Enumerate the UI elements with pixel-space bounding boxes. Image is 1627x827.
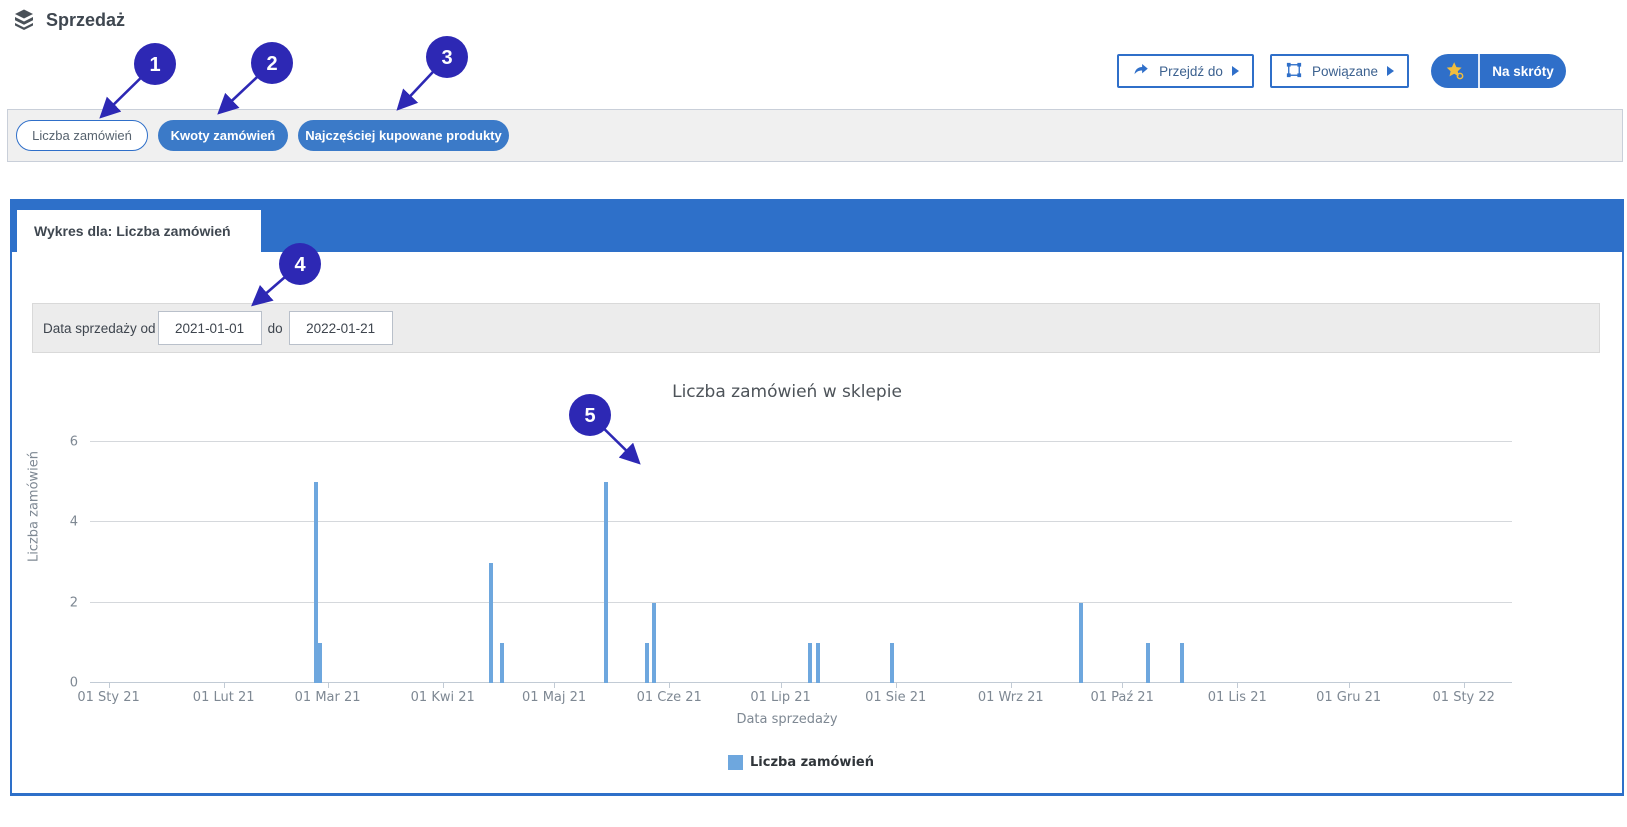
shortcuts-button[interactable]: Na skróty <box>1431 54 1566 88</box>
chart-bar <box>808 642 813 683</box>
chart-bar <box>652 602 657 683</box>
chart-bar <box>1146 642 1151 683</box>
callout-2: 2 <box>217 42 293 115</box>
star-icon <box>1431 61 1478 81</box>
chart-plot-area: 01 Sty 21 01 Lut 21 01 Mar 21 01 Kwi 21 01 M… <box>77 441 1512 705</box>
tab-najczesciej-kupowane[interactable]: Najczęściej kupowane produkty <box>298 120 509 151</box>
x-axis-line <box>90 682 1512 683</box>
svg-text:3: 3 <box>441 47 452 69</box>
chart-bar <box>889 642 894 683</box>
chart-bar <box>488 562 493 683</box>
package-icon <box>12 8 36 32</box>
x-tick-label: 01 Sty 21 <box>77 690 140 705</box>
callout-3: 3 <box>396 36 468 111</box>
related-button[interactable]: Powiązane <box>1270 54 1409 88</box>
x-tick-label: 01 Sie 21 <box>865 690 927 705</box>
x-tick-label: 01 Lis 21 <box>1207 690 1267 705</box>
button-divider <box>1478 54 1480 88</box>
chart-bar <box>500 642 505 683</box>
date-filter-label: Data sprzedaży od <box>43 320 156 336</box>
chart-bar <box>1079 602 1084 683</box>
date-to-input[interactable] <box>288 311 393 345</box>
chart-bar <box>604 482 609 683</box>
jump-arrow-icon <box>1132 61 1150 82</box>
x-tick-label: 01 Sty 22 <box>1432 690 1495 705</box>
callout-1: 1 <box>99 43 176 119</box>
orders-chart: Liczba zamówień w sklepie Liczba zamówie… <box>12 199 1622 793</box>
date-filter-bar: Data sprzedaży od do <box>32 303 1600 353</box>
chart-bar <box>318 642 323 683</box>
svg-text:1: 1 <box>149 54 160 76</box>
date-from-input[interactable] <box>157 311 262 345</box>
chart-panel: Wykres dla: Liczba zamówień Data sprzeda… <box>10 199 1624 796</box>
x-tick-label: 01 Lut 21 <box>192 690 255 705</box>
x-tick-label: 01 Kwi 21 <box>410 690 475 705</box>
chart-bar <box>644 642 649 683</box>
x-tick-label: 01 Maj 21 <box>522 690 587 705</box>
y-axis-label: Liczba zamówień <box>26 450 42 563</box>
x-tick-label: 01 Gru 21 <box>1316 690 1382 705</box>
x-tick-label: 01 Wrz 21 <box>977 690 1044 705</box>
x-axis-label: Data sprzedaży <box>736 712 838 727</box>
date-to-label: do <box>267 320 283 336</box>
legend-label: Liczba zamówień <box>750 755 874 770</box>
chart-legend: Liczba zamówień <box>90 755 1512 770</box>
page-header: Sprzedaż <box>12 8 125 32</box>
x-tick-label: 01 Cze 21 <box>636 690 702 705</box>
report-type-toolbar: Liczba zamówień Kwoty zamówień Najczęści… <box>7 109 1623 162</box>
chart-bar <box>1179 642 1184 683</box>
tab-liczba-zamowien[interactable]: Liczba zamówień <box>16 120 148 151</box>
panel-tab-wykres[interactable]: Wykres dla: Liczba zamówień <box>17 210 261 252</box>
shortcuts-label: Na skróty <box>1492 63 1554 79</box>
go-to-button[interactable]: Przejdź do <box>1117 54 1254 88</box>
x-tick-label: 01 Paź 21 <box>1090 690 1154 705</box>
page-title: Sprzedaż <box>46 9 126 30</box>
chart-bar <box>314 482 319 683</box>
legend-swatch <box>728 755 743 770</box>
transform-selection-icon <box>1285 61 1303 82</box>
tab-kwoty-zamowien[interactable]: Kwoty zamówień <box>158 120 288 151</box>
go-to-label: Przejdź do <box>1159 63 1223 79</box>
chart-bar <box>815 642 820 683</box>
chevron-right-icon <box>1231 66 1239 76</box>
x-tick-label: 01 Lip 21 <box>750 690 811 705</box>
chevron-right-icon <box>1387 66 1395 76</box>
svg-text:2: 2 <box>266 53 277 75</box>
panel-tab-title: Wykres dla: Liczba zamówień <box>34 223 231 239</box>
x-tick-label: 01 Mar 21 <box>294 690 361 705</box>
related-label: Powiązane <box>1311 63 1379 79</box>
chart-title: Liczba zamówień w sklepie <box>672 382 902 402</box>
